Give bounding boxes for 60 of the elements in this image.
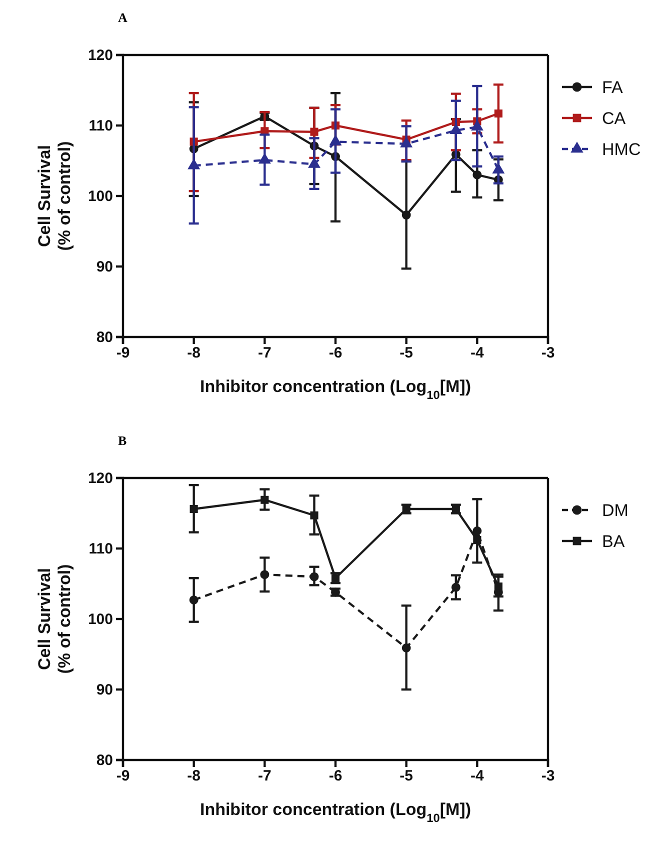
point <box>260 496 269 504</box>
x-tick-label: -5 <box>400 344 414 362</box>
y-tick-label: 100 <box>88 610 113 628</box>
point <box>308 158 320 168</box>
x-tick-label: -3 <box>541 344 555 362</box>
y-tick-label: 80 <box>96 752 113 769</box>
chart-title: A <box>118 10 128 25</box>
legend-label: HMC <box>602 140 641 159</box>
point <box>472 526 482 536</box>
point <box>473 536 482 544</box>
point <box>451 582 460 592</box>
y-axis-title: Cell Survival (% of control) <box>35 564 74 674</box>
point <box>258 153 271 164</box>
x-tick-label: -5 <box>400 768 414 785</box>
point <box>472 170 482 180</box>
point <box>310 572 319 582</box>
y-tick-label: 100 <box>88 188 113 205</box>
x-axis-title: Inhibitor concentration (Log$_{10}$[M]) <box>200 800 472 825</box>
point <box>492 163 504 174</box>
x-tick-label: -3 <box>541 768 555 785</box>
x-tick-label: -8 <box>187 344 201 362</box>
point <box>310 128 318 136</box>
y-tick-label: 120 <box>88 46 113 64</box>
point <box>494 582 502 591</box>
point <box>402 210 411 220</box>
legend-label: DM <box>602 501 628 520</box>
x-tick-label: -6 <box>328 768 342 785</box>
point <box>260 570 270 580</box>
y-tick-label: 120 <box>88 470 113 487</box>
point <box>330 135 342 146</box>
point <box>402 643 411 652</box>
x-tick-label: -9 <box>116 768 130 785</box>
point <box>190 504 198 514</box>
legend-label: FA <box>602 78 624 97</box>
x-tick-label: -7 <box>258 768 272 785</box>
x-tick-label: -9 <box>116 344 130 362</box>
y-tick-label: 110 <box>88 540 113 558</box>
legend-label: BA <box>602 532 626 551</box>
x-axis-title: Inhibitor concentration (Log$_{10}$[M]) <box>200 377 472 402</box>
chart-title: B <box>118 433 127 448</box>
point <box>188 158 200 170</box>
y-axis-title: Cell Survival (% of control) <box>35 141 74 251</box>
point <box>310 511 318 520</box>
point <box>400 137 412 148</box>
x-tick-label: -6 <box>328 344 342 362</box>
x-tick-label: -8 <box>187 768 201 785</box>
x-tick-label: -7 <box>258 344 272 362</box>
point <box>189 595 198 604</box>
y-tick-label: 80 <box>96 328 113 346</box>
x-tick-label: -4 <box>470 768 484 785</box>
point <box>452 504 460 514</box>
y-tick-label: 110 <box>88 117 113 134</box>
y-tick-label: 90 <box>96 258 113 276</box>
legend-label: CA <box>602 109 626 128</box>
point <box>471 120 484 131</box>
point <box>450 124 462 134</box>
y-tick-label: 90 <box>96 681 113 698</box>
x-tick-label: -4 <box>470 344 484 362</box>
point <box>494 109 502 118</box>
point <box>331 588 340 597</box>
